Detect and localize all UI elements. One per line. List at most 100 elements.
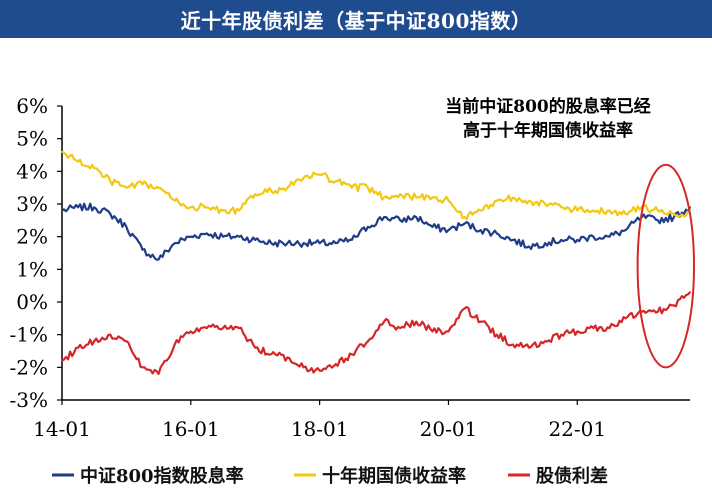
data-point: [125, 340, 128, 343]
y-tick-label: -3%: [10, 388, 49, 412]
annotation-line-1: 当前中证800的股息率已经: [445, 96, 651, 117]
y-tick-label: 2%: [16, 225, 48, 249]
y-ticks: 6% 5% 4% 3% 2% 1% 0% -1% -2% -3%: [10, 94, 62, 412]
data-point: [415, 216, 418, 218]
data-point: [383, 216, 385, 218]
data-point: [109, 333, 112, 336]
x-tick-label: 14-01: [33, 417, 91, 441]
data-point: [495, 232, 498, 235]
data-point: [141, 366, 144, 369]
data-point: [334, 363, 337, 365]
y-tick-label: 0%: [16, 290, 48, 314]
data-point: [109, 212, 112, 215]
data-point: [544, 242, 546, 245]
data-point: [511, 343, 514, 346]
data-point: [495, 333, 498, 336]
data-point: [157, 186, 160, 189]
y-tick-label: -2%: [10, 355, 49, 379]
data-point: [528, 199, 530, 202]
chart-title: 近十年股债利差（基于中证800指数）: [0, 0, 712, 38]
x-tick-label: 18-01: [291, 417, 349, 441]
data-point: [254, 193, 257, 196]
data-point: [206, 206, 208, 209]
data-point: [447, 330, 450, 333]
data-point: [173, 199, 176, 202]
data-point: [528, 245, 530, 248]
data-point: [367, 340, 369, 343]
data-point: [350, 239, 353, 241]
data-point: [350, 186, 353, 189]
data-point: [238, 235, 241, 238]
legend: 中证800指数股息率 十年期国债收益率 股债利差: [52, 465, 608, 487]
annotation-line-2: 高于十年期国债收益率: [463, 120, 633, 141]
data-point: [286, 242, 289, 245]
data-point: [560, 206, 563, 209]
data-point: [576, 330, 579, 333]
data-point: [415, 196, 418, 199]
data-point: [302, 366, 305, 369]
annotation: 当前中证800的股息率已经 高于十年期国债收益率: [445, 96, 651, 141]
data-point: [544, 340, 546, 343]
data-point: [254, 239, 257, 241]
y-tick-label: 3%: [16, 192, 48, 216]
data-point: [431, 225, 434, 228]
data-point: [608, 235, 611, 238]
data-point: [254, 346, 257, 349]
data-point: [592, 327, 595, 330]
data-point: [93, 206, 96, 209]
data-point: [173, 343, 176, 346]
data-point: [367, 225, 369, 228]
data-point: [157, 258, 160, 261]
data-point: [479, 209, 482, 212]
data-point: [689, 291, 691, 294]
data-point: [334, 180, 337, 183]
data-point: [141, 183, 144, 186]
data-point: [367, 186, 369, 189]
series-line: [61, 202, 692, 261]
legend-label: 股债利差: [535, 465, 608, 487]
data-point: [189, 206, 192, 209]
x-tick-label: 20-01: [420, 417, 478, 441]
data-point: [77, 346, 80, 349]
y-tick-label: 1%: [16, 257, 48, 281]
data-point: [238, 327, 241, 330]
data-point: [383, 320, 385, 323]
data-point: [656, 219, 659, 222]
y-tick-label: -1%: [10, 323, 49, 347]
data-point: [286, 356, 289, 359]
x-ticks: 14-01 16-01 18-01 20-01 22-01: [33, 400, 606, 441]
data-point: [624, 212, 627, 215]
data-point: [350, 353, 353, 356]
data-point: [431, 196, 434, 199]
data-point: [463, 222, 466, 225]
data-point: [415, 320, 418, 323]
data-point: [77, 206, 80, 209]
data-point: [399, 219, 402, 222]
axes: [61, 106, 690, 401]
data-point: [93, 167, 96, 169]
highlight-ellipse: [636, 163, 695, 369]
data-point: [61, 209, 63, 212]
data-point: [334, 242, 337, 245]
data-point: [576, 209, 579, 212]
data-point: [463, 307, 466, 310]
data-point: [608, 209, 611, 212]
data-point: [672, 212, 675, 215]
data-point: [125, 186, 128, 189]
data-point: [318, 369, 321, 372]
data-point: [447, 199, 450, 202]
data-point: [189, 330, 192, 333]
data-point: [125, 225, 128, 228]
data-point: [399, 193, 402, 196]
data-point: [302, 242, 305, 245]
series-2: [61, 291, 691, 375]
x-tick-label: 22-01: [548, 417, 606, 441]
data-point: [238, 209, 241, 212]
data-point: [624, 229, 627, 232]
data-point: [511, 196, 514, 199]
data-point: [431, 330, 434, 333]
data-point: [286, 186, 289, 189]
series-layer: [61, 150, 692, 375]
data-point: [528, 346, 530, 349]
